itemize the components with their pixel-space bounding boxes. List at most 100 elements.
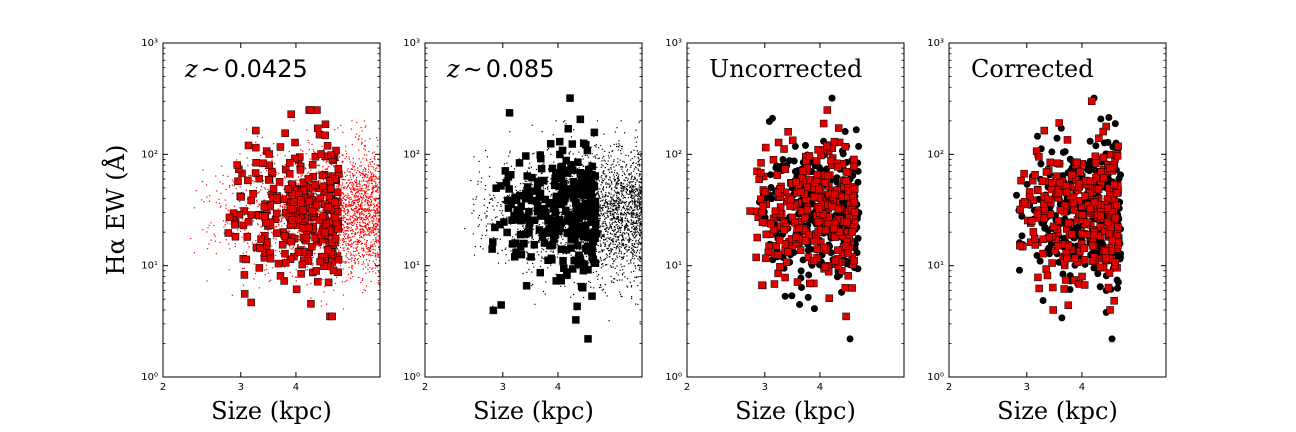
- background-point: [363, 214, 365, 216]
- background-point: [358, 189, 360, 192]
- background-point: [351, 164, 353, 166]
- background-point: [323, 160, 325, 162]
- background-point: [605, 257, 607, 260]
- background-point: [501, 249, 503, 251]
- background-point: [219, 181, 221, 183]
- background-point: [361, 196, 363, 199]
- sample-point: [281, 165, 290, 174]
- background-point: [343, 215, 345, 217]
- background-point: [610, 180, 613, 183]
- background-point: [355, 210, 357, 212]
- sample-point: [314, 277, 322, 286]
- background-point: [323, 197, 326, 199]
- background-point: [603, 155, 605, 158]
- background-point: [223, 232, 225, 234]
- background-point: [372, 191, 374, 193]
- background-point: [493, 237, 495, 239]
- background-point: [616, 272, 618, 274]
- background-point: [365, 194, 367, 196]
- background-point: [488, 175, 491, 177]
- background-point: [611, 208, 613, 210]
- background-point: [371, 187, 374, 189]
- background-point: [372, 267, 374, 269]
- background-point: [601, 223, 603, 225]
- background-point: [623, 213, 625, 215]
- background-point: [305, 247, 307, 249]
- background-point: [510, 250, 512, 252]
- background-point: [601, 193, 603, 195]
- background-point: [362, 291, 364, 294]
- background-point: [629, 237, 631, 240]
- background-point: [322, 149, 325, 151]
- background-point: [601, 164, 603, 166]
- background-point: [333, 289, 335, 291]
- background-point: [348, 200, 350, 202]
- background-point: [366, 216, 368, 218]
- background-point: [615, 201, 617, 203]
- background-point: [616, 255, 618, 257]
- background-point: [375, 219, 377, 221]
- background-point: [485, 217, 487, 219]
- background-point: [348, 210, 350, 213]
- background-point: [636, 223, 638, 225]
- background-point: [620, 263, 622, 265]
- background-point: [616, 256, 619, 259]
- y-tick-label: 10³: [141, 38, 158, 49]
- background-point: [636, 201, 638, 203]
- background-point: [557, 244, 559, 247]
- background-point: [376, 253, 378, 255]
- sample-point: [296, 166, 305, 174]
- background-point: [637, 197, 639, 200]
- background-point: [555, 189, 557, 191]
- background-point: [282, 206, 284, 209]
- background-point: [287, 181, 289, 183]
- sample-point: [321, 131, 329, 140]
- sample-point: [297, 270, 305, 278]
- background-point: [341, 217, 343, 219]
- background-point: [614, 169, 616, 171]
- background-point: [257, 224, 259, 226]
- background-point: [242, 252, 244, 254]
- background-point: [255, 240, 257, 242]
- background-point: [612, 239, 614, 241]
- background-point: [614, 200, 616, 202]
- background-point: [348, 236, 351, 239]
- background-point: [618, 219, 620, 221]
- background-point: [378, 228, 380, 230]
- background-point: [586, 241, 589, 243]
- background-point: [601, 235, 604, 237]
- background-point: [598, 219, 600, 221]
- background-point: [318, 170, 320, 172]
- background-point: [558, 212, 561, 214]
- background-point: [374, 225, 376, 227]
- background-point: [368, 250, 371, 253]
- background-point: [359, 171, 361, 174]
- background-point: [464, 227, 466, 230]
- background-point: [330, 164, 332, 166]
- background-point: [361, 216, 363, 219]
- background-point: [640, 223, 642, 226]
- background-point: [622, 238, 624, 240]
- background-point: [624, 204, 627, 206]
- background-point: [621, 193, 623, 195]
- sample-point: [231, 232, 240, 241]
- background-point: [580, 199, 582, 202]
- background-point: [636, 246, 639, 248]
- background-point: [640, 208, 642, 210]
- background-point: [359, 205, 361, 207]
- background-point: [610, 249, 612, 251]
- background-point: [372, 190, 374, 192]
- background-point: [244, 229, 246, 231]
- background-point: [366, 240, 368, 242]
- background-point: [615, 209, 617, 211]
- background-point: [481, 234, 483, 236]
- background-point: [595, 146, 597, 148]
- background-point: [639, 181, 641, 184]
- background-point: [549, 182, 551, 185]
- background-point: [600, 197, 602, 199]
- background-point: [213, 233, 215, 236]
- sample-point: [307, 300, 315, 308]
- background-point: [585, 255, 587, 257]
- background-point: [375, 258, 377, 261]
- background-point: [635, 236, 637, 238]
